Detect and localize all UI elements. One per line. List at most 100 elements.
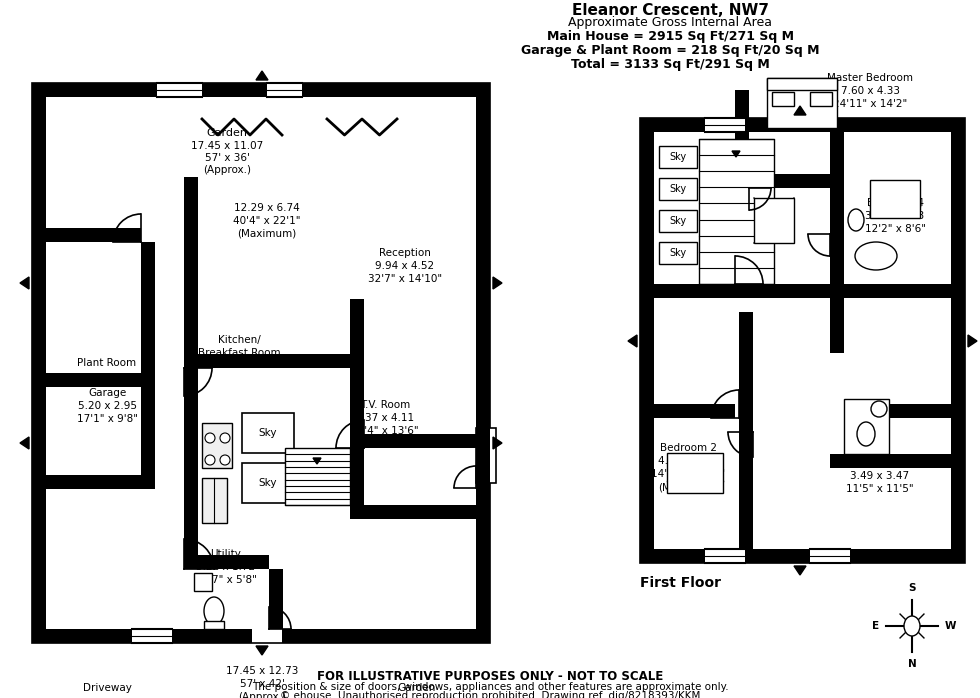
Bar [705, 118, 745, 132]
Text: W: W [945, 621, 956, 631]
Text: 17.45 x 11.07: 17.45 x 11.07 [191, 141, 263, 151]
Text: x: x [201, 577, 206, 586]
Text: 7.60 x 4.33: 7.60 x 4.33 [841, 86, 900, 96]
Bar [242, 463, 294, 503]
Polygon shape [732, 151, 740, 157]
Bar [204, 621, 224, 629]
Bar [830, 132, 844, 298]
Bar [844, 399, 889, 454]
Bar [767, 78, 837, 128]
Text: 5.20 x 2.95: 5.20 x 2.95 [77, 401, 136, 411]
Text: 3.22 x 1.72: 3.22 x 1.72 [196, 562, 256, 572]
Text: © ehouse. Unauthorised reproduction prohibited. Drawing ref. dig/8218393/KKM: © ehouse. Unauthorised reproduction proh… [280, 691, 700, 698]
Text: 32'7" x 14'10": 32'7" x 14'10" [368, 274, 442, 284]
Bar [476, 83, 490, 643]
Bar [735, 90, 749, 298]
Bar [157, 83, 202, 97]
Text: E: E [872, 621, 879, 631]
Text: Reception: Reception [379, 248, 431, 258]
Bar [754, 198, 794, 243]
Text: 14'4" x 13'6": 14'4" x 13'6" [351, 426, 418, 436]
Text: 4.55 x 3.23: 4.55 x 3.23 [659, 456, 717, 466]
Text: S: S [908, 583, 915, 593]
Polygon shape [493, 277, 502, 289]
Text: (Maximum): (Maximum) [237, 229, 297, 239]
Text: Sky: Sky [669, 184, 687, 194]
Text: (Maximum): (Maximum) [659, 482, 717, 492]
Bar [184, 177, 198, 569]
Bar [739, 312, 753, 418]
Text: Bedroom 2: Bedroom 2 [660, 443, 716, 453]
Bar [32, 83, 157, 97]
Text: 12.29 x 6.74: 12.29 x 6.74 [234, 203, 300, 213]
Text: 12'2" x 8'6": 12'2" x 8'6" [864, 224, 925, 234]
Circle shape [205, 455, 215, 465]
Circle shape [205, 433, 215, 443]
Polygon shape [313, 458, 321, 464]
Text: 57' x 42': 57' x 42' [239, 679, 284, 689]
Bar [32, 83, 46, 643]
Bar [172, 629, 252, 643]
Text: 17.45 x 12.73: 17.45 x 12.73 [225, 666, 298, 676]
Text: 9.94 x 4.52: 9.94 x 4.52 [375, 261, 434, 271]
Bar [735, 174, 830, 188]
Bar [739, 418, 753, 563]
Circle shape [220, 455, 230, 465]
Text: Garage: Garage [88, 388, 126, 398]
Text: 14'11" x 10'7": 14'11" x 10'7" [651, 469, 725, 479]
Text: T.V. Room: T.V. Room [360, 400, 410, 410]
Polygon shape [493, 437, 502, 449]
Text: 40'4" x 22'1": 40'4" x 22'1" [233, 216, 301, 226]
Bar [870, 180, 920, 218]
Bar [640, 284, 965, 298]
Polygon shape [794, 106, 806, 115]
Ellipse shape [857, 422, 875, 446]
Text: 57' x 36': 57' x 36' [205, 153, 250, 163]
Bar [745, 549, 810, 563]
Text: Kitchen/: Kitchen/ [218, 335, 261, 345]
Text: 10'7" x 5'8": 10'7" x 5'8" [196, 575, 257, 585]
Polygon shape [628, 335, 637, 347]
Text: Plant Room: Plant Room [77, 358, 136, 368]
Bar [640, 118, 965, 563]
Text: (Approx.): (Approx.) [203, 165, 251, 175]
Text: Sky: Sky [669, 248, 687, 258]
Ellipse shape [848, 209, 864, 231]
Bar [640, 118, 705, 132]
Text: N: N [907, 659, 916, 669]
Text: Approximate Gross Internal Area: Approximate Gross Internal Area [568, 16, 772, 29]
Ellipse shape [904, 616, 920, 636]
Bar [302, 83, 490, 97]
Bar [184, 555, 269, 569]
Text: 3.72 x 2.58: 3.72 x 2.58 [865, 211, 924, 221]
Text: 4.37 x 4.11: 4.37 x 4.11 [356, 413, 415, 423]
Bar [350, 434, 476, 448]
Bar [202, 423, 232, 468]
Text: First Floor: First Floor [640, 576, 721, 590]
Text: Sky: Sky [669, 216, 687, 226]
Text: Sky: Sky [259, 478, 277, 488]
Text: (Approx.): (Approx.) [238, 692, 286, 698]
Bar [46, 373, 141, 387]
Ellipse shape [204, 597, 224, 625]
Text: 3.49 x 3.47: 3.49 x 3.47 [851, 471, 909, 481]
Text: Driveway: Driveway [82, 683, 131, 693]
Text: Sky: Sky [259, 428, 277, 438]
Polygon shape [256, 71, 268, 80]
Text: The position & size of doors, windows, appliances and other features are approxi: The position & size of doors, windows, a… [252, 682, 728, 692]
Bar [830, 454, 951, 468]
Polygon shape [256, 646, 268, 655]
Text: Master Bedroom: Master Bedroom [827, 73, 913, 83]
Bar [282, 629, 490, 643]
Bar [46, 228, 141, 242]
Text: Bedroom 4: Bedroom 4 [866, 198, 923, 208]
Bar [202, 478, 227, 523]
Bar [659, 242, 697, 264]
Text: Garden: Garden [207, 128, 248, 138]
Text: 24'11" x 14'2": 24'11" x 14'2" [833, 99, 907, 109]
Bar [350, 505, 476, 519]
Bar [184, 354, 350, 368]
Bar [848, 404, 951, 418]
Bar [810, 92, 832, 106]
Bar [767, 78, 837, 90]
